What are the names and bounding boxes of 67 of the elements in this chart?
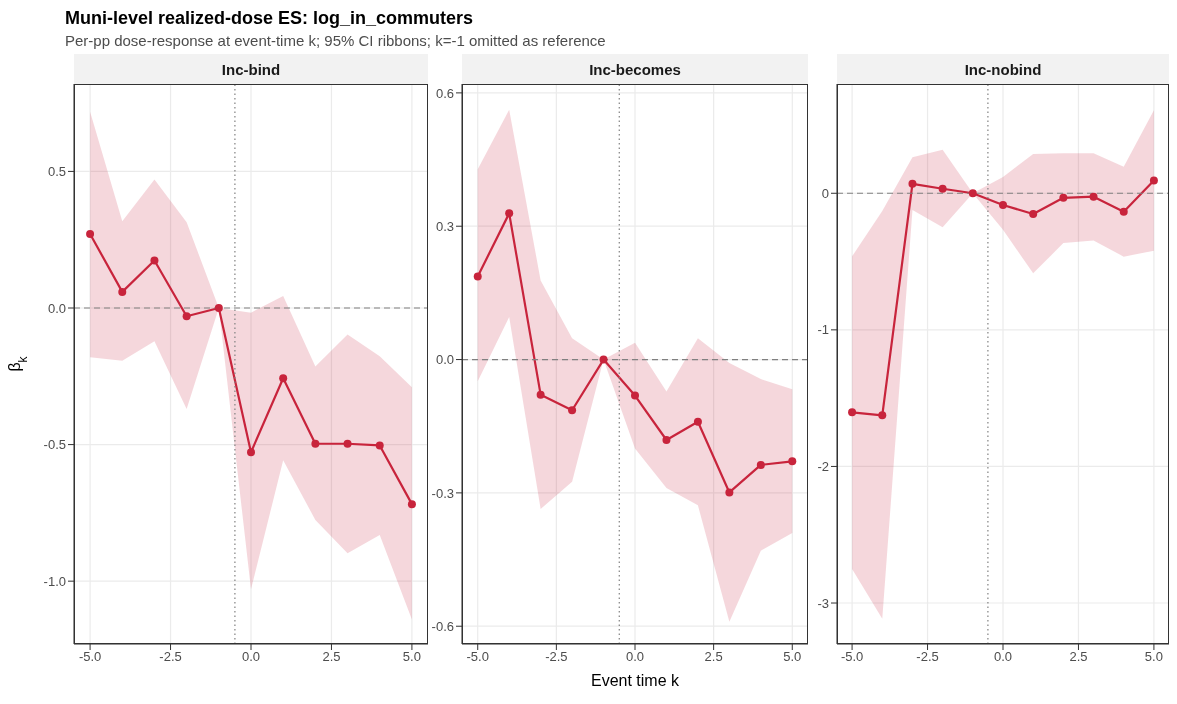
point xyxy=(725,488,734,497)
point xyxy=(118,287,127,296)
point xyxy=(1059,193,1068,202)
x-tick-label: -5.0 xyxy=(466,649,489,665)
point xyxy=(938,184,947,193)
point xyxy=(662,436,671,444)
x-tick-label: 2.5 xyxy=(1069,649,1088,665)
y-tick-label: -0.6 xyxy=(431,618,454,634)
point xyxy=(407,500,416,509)
point xyxy=(788,457,797,466)
y-tick-label: 0.0 xyxy=(47,300,66,316)
point xyxy=(150,256,159,265)
y-tick-label: -1.0 xyxy=(43,573,66,589)
point xyxy=(968,189,977,198)
text: Muni-level realized-dose ES: log_in_commuters xyxy=(65,8,474,29)
point xyxy=(999,201,1007,210)
chart-title: Inc-nobind xyxy=(837,54,1169,84)
x-tick-label: 0.0 xyxy=(241,649,261,665)
point xyxy=(756,460,765,469)
point xyxy=(247,448,255,457)
point xyxy=(878,411,887,420)
x-tick-label: 5.0 xyxy=(1144,649,1163,665)
y-tick-label: -3 xyxy=(817,595,829,611)
point xyxy=(86,229,95,238)
point xyxy=(214,304,223,312)
x-tick-label: -5.0 xyxy=(78,649,102,665)
point xyxy=(1149,176,1158,185)
point xyxy=(693,417,702,426)
point xyxy=(375,441,384,450)
x-tick-label: 0.0 xyxy=(993,649,1013,665)
y-tick-label: 0 xyxy=(821,185,829,201)
y-tick-label: 0.3 xyxy=(435,218,454,234)
point xyxy=(848,408,857,417)
x-tick-label: -2.5 xyxy=(159,649,182,665)
x-tick-label: 2.5 xyxy=(322,649,341,665)
y-tick-label: -0.5 xyxy=(43,437,66,453)
point xyxy=(908,179,917,188)
text: Per-pp dose-response at event-time k; 95% CI ribbons; k=-1 omitted as reference xyxy=(65,32,606,49)
point xyxy=(505,209,514,218)
y-tick-label: -2 xyxy=(817,459,829,475)
point xyxy=(343,439,352,448)
x-tick-label: 2.5 xyxy=(704,649,723,665)
point xyxy=(1119,207,1128,216)
x-tick-label: 5.0 xyxy=(402,649,421,665)
x-tick-label: 0.0 xyxy=(625,649,645,665)
x-tick-label: -2.5 xyxy=(916,649,939,665)
point xyxy=(1029,210,1038,219)
y-tick-label: 0.5 xyxy=(47,164,66,180)
point xyxy=(1089,192,1098,201)
chart-title: Inc-becomes xyxy=(462,54,808,84)
point xyxy=(279,374,288,383)
x-tick-label: -2.5 xyxy=(545,649,568,665)
point xyxy=(182,312,191,321)
x-axis-title: Event time k xyxy=(590,672,681,689)
point xyxy=(473,272,482,281)
y-tick-label: 0.6 xyxy=(435,85,454,101)
x-tick-label: 5.0 xyxy=(783,649,802,665)
point xyxy=(568,406,577,415)
y-tick-label: 0.0 xyxy=(435,352,454,368)
chart-title: Inc-bind xyxy=(74,54,428,84)
y-tick-label: -0.3 xyxy=(431,485,454,501)
point xyxy=(631,391,639,400)
x-tick-label: -5.0 xyxy=(840,649,864,665)
point xyxy=(311,439,320,448)
point xyxy=(599,355,608,364)
y-tick-label: -1 xyxy=(817,322,829,338)
point xyxy=(536,390,545,399)
